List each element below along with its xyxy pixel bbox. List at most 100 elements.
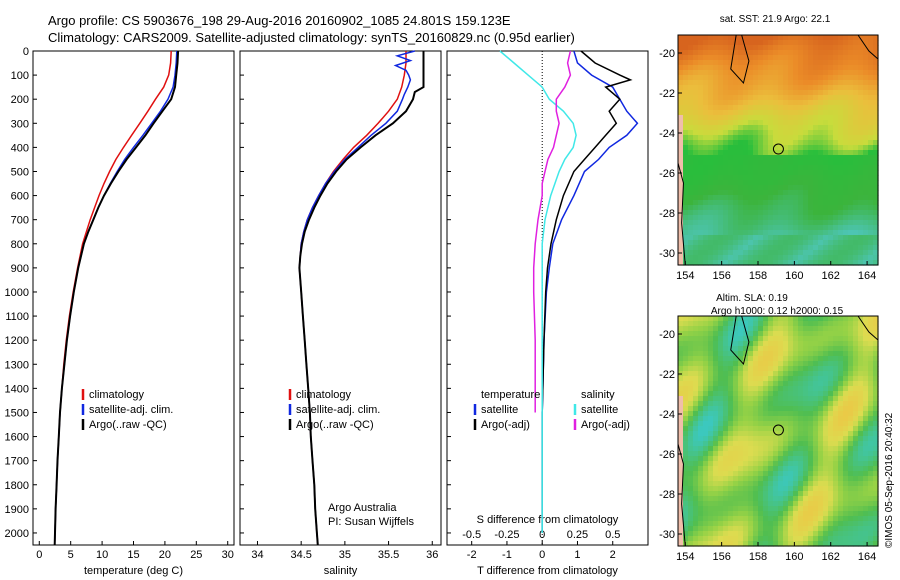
map-cell: [808, 346, 814, 352]
map-cell: [833, 361, 839, 367]
map-cell: [788, 326, 794, 332]
map-cell: [803, 541, 809, 547]
map-cell: [708, 426, 714, 432]
map-cell: [868, 456, 874, 462]
map-cell: [728, 436, 734, 442]
map-cell: [818, 511, 824, 517]
y-tick-label: 1300: [5, 359, 29, 371]
map-cell: [753, 230, 759, 236]
map-cell: [763, 165, 769, 171]
map-cell: [768, 471, 774, 477]
map-cell: [808, 100, 814, 106]
map-cell: [843, 260, 849, 266]
map-cell: [718, 496, 724, 502]
map-cell: [838, 195, 844, 201]
map-cell: [783, 376, 789, 382]
map-cell: [808, 40, 814, 46]
map-cell: [803, 120, 809, 126]
map-cell: [748, 195, 754, 201]
map-cell: [738, 351, 744, 357]
map-cell: [843, 180, 849, 186]
map-cell: [848, 190, 854, 196]
map-cell: [813, 501, 819, 507]
map-cell: [713, 406, 719, 412]
map-cell: [688, 406, 694, 412]
map-cell: [848, 195, 854, 201]
map-cell: [713, 396, 719, 402]
map-cell: [768, 100, 774, 106]
map-cell: [718, 205, 724, 211]
map-cell: [773, 406, 779, 412]
map-cell: [873, 421, 879, 427]
map-cell: [698, 431, 704, 437]
map-cell: [823, 195, 829, 201]
map-cell: [708, 491, 714, 497]
map-cell: [693, 401, 699, 407]
map-cell: [723, 90, 729, 96]
map-cell: [828, 135, 834, 141]
map-cell: [838, 75, 844, 81]
map-cell: [873, 506, 879, 512]
map-cell: [788, 195, 794, 201]
map-cell: [683, 205, 689, 211]
map-cell: [733, 65, 739, 71]
map-cell: [808, 511, 814, 517]
map-cell: [738, 466, 744, 472]
map-cell: [768, 526, 774, 532]
map-cell: [788, 185, 794, 191]
map-cell: [723, 250, 729, 256]
map-cell: [723, 406, 729, 412]
map-cell: [873, 486, 879, 492]
map-cell: [718, 346, 724, 352]
map-cell: [698, 366, 704, 372]
map-cell: [773, 125, 779, 131]
map-cell: [848, 120, 854, 126]
map-cell: [813, 526, 819, 532]
map-cell: [758, 451, 764, 457]
map-cell: [803, 135, 809, 141]
map-cell: [863, 45, 869, 51]
map-cell: [873, 55, 879, 61]
map-cell: [803, 130, 809, 136]
map-cell: [683, 85, 689, 91]
map-cell: [803, 361, 809, 367]
map-cell: [678, 526, 684, 532]
map-cell: [798, 130, 804, 136]
map-cell: [763, 135, 769, 141]
map-cell: [698, 336, 704, 342]
map-cell: [848, 50, 854, 56]
map-cell: [698, 516, 704, 522]
map-cell: [738, 421, 744, 427]
map-cell: [678, 110, 684, 116]
map-cell: [753, 476, 759, 482]
coastline: [857, 34, 879, 60]
map-cell: [838, 215, 844, 221]
map-cell: [783, 90, 789, 96]
map-cell: [873, 225, 879, 231]
map-cell: [858, 255, 864, 261]
map-cell: [828, 446, 834, 452]
map-cell: [848, 406, 854, 412]
map-cell: [753, 165, 759, 171]
map-cell: [718, 145, 724, 151]
map-cell: [768, 451, 774, 457]
map-cell: [693, 110, 699, 116]
y-tick-label: 300: [11, 118, 29, 130]
map-cell: [753, 85, 759, 91]
map-cell: [873, 516, 879, 522]
map-cell: [758, 516, 764, 522]
map-cell: [828, 491, 834, 497]
x-tick-label: 0: [36, 549, 42, 561]
map-cell: [828, 381, 834, 387]
map-cell: [803, 105, 809, 111]
map-cell: [793, 45, 799, 51]
map-cell: [723, 536, 729, 542]
map-cell: [788, 471, 794, 477]
map-cell: [808, 521, 814, 527]
map-cell: [768, 386, 774, 392]
map-cell: [728, 50, 734, 56]
map-cell: [708, 526, 714, 532]
map-cell: [678, 175, 684, 181]
map-cell: [773, 215, 779, 221]
